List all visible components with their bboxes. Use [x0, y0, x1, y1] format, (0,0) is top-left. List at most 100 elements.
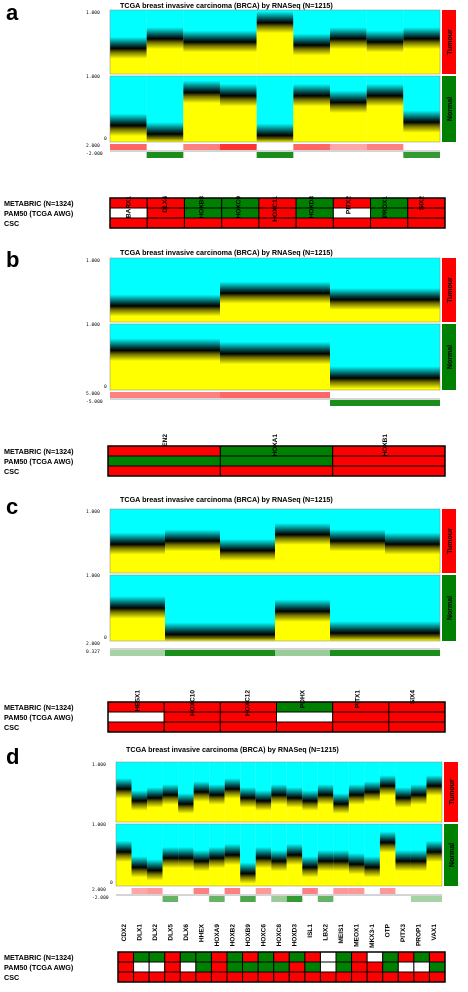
table-cell: [109, 217, 148, 229]
table-cell: [117, 951, 135, 963]
normal-cell: [110, 76, 147, 142]
chart-title: TCGA breast invasive carcinoma (BRCA) by…: [120, 495, 333, 504]
table-cell: [164, 971, 181, 983]
gene-label: DLX2: [152, 924, 159, 941]
table-cell: [242, 951, 259, 963]
table-cell: [221, 217, 260, 229]
table-cell: [179, 971, 197, 983]
table-row-label: PAM50 (TCGA AWG): [4, 713, 74, 722]
tick-label: -5.000: [86, 399, 103, 405]
normal-cell: [131, 824, 148, 886]
tick-label: -2.000: [92, 895, 109, 901]
table-cell: [183, 217, 223, 229]
table-cell: [226, 971, 244, 983]
table-frame: [109, 197, 446, 229]
tumour-cell: [110, 10, 147, 74]
gene-label: HHEX: [198, 923, 205, 942]
tick-label: 1.000: [86, 74, 100, 80]
gene-label: BARX1: [125, 196, 132, 218]
panel-a: [109, 9, 456, 229]
panel-label: d: [6, 744, 19, 769]
table-cell: [413, 951, 430, 963]
table-cell: [388, 701, 446, 713]
table-row-label: CSC: [4, 973, 19, 982]
tumour-frame: [109, 9, 441, 75]
table-cell: [332, 217, 372, 229]
tumour-cell: [364, 762, 380, 822]
diff-bar: [220, 650, 275, 656]
table-row-label: METABRIC (N=1324): [4, 953, 74, 962]
table-cell: [257, 961, 275, 973]
tumour-cell: [256, 10, 294, 74]
panel-label: b: [6, 247, 19, 272]
normal-cell: [271, 824, 287, 886]
normal-cell: [220, 575, 275, 641]
normal-side-label: Normal: [449, 843, 456, 867]
normal-cell: [178, 824, 194, 886]
table-row-label: CSC: [4, 219, 19, 228]
gene-label: HOXC8: [276, 924, 283, 947]
chart-title: TCGA breast invasive carcinoma (BRCA) by…: [126, 745, 339, 754]
tumour-cell: [366, 10, 404, 74]
table-cell: [335, 961, 353, 973]
table-row-label: PAM50 (TCGA AWG): [4, 209, 74, 218]
diff-bar: [131, 888, 148, 894]
table-cell: [226, 961, 244, 973]
normal-cell: [410, 824, 427, 886]
tumour-cell: [220, 10, 257, 74]
table-cell: [146, 217, 185, 229]
table-cell: [335, 951, 353, 963]
gene-label: VAX1: [431, 924, 438, 941]
table-cell: [133, 951, 150, 963]
table-cell: [273, 971, 290, 983]
table-cell: [195, 971, 212, 983]
diff-bar: [110, 144, 147, 150]
table-cell: [388, 721, 446, 733]
normal-frame: [109, 323, 441, 391]
diff-bar: [293, 144, 330, 150]
tumour-cell: [110, 258, 220, 322]
table-cell: [117, 961, 135, 973]
table-cell: [370, 207, 409, 219]
diff-bar: [330, 650, 385, 656]
normal-side-bar: [444, 824, 458, 886]
tick-label: 1.000: [92, 762, 106, 768]
table-cell: [397, 961, 415, 973]
gene-label: CDX2: [121, 924, 128, 942]
tick-label: 1.000: [86, 573, 100, 579]
tick-label: 1.000: [86, 322, 100, 328]
table-row-label: PAM50 (TCGA AWG): [4, 963, 74, 972]
tumour-side-label: Tumour: [447, 29, 454, 55]
normal-cell: [240, 824, 256, 886]
normal-cell: [116, 824, 132, 886]
normal-cell: [395, 824, 411, 886]
tick-label: 2.000: [92, 887, 106, 893]
normal-cell: [317, 824, 334, 886]
table-cell: [388, 711, 446, 723]
tumour-frame: [109, 257, 441, 323]
table-cell: [257, 951, 275, 963]
table-cell: [179, 961, 197, 973]
table-cell: [288, 961, 306, 973]
table-cell: [219, 721, 277, 733]
tumour-cell: [317, 762, 334, 822]
tumour-cell: [286, 762, 303, 822]
tick-label: 5.000: [86, 391, 100, 397]
gene-label: MEIS1: [338, 924, 345, 944]
panel-b: [107, 257, 456, 477]
table-cell: [117, 971, 135, 983]
tumour-cell: [209, 762, 225, 822]
gene-label: HOXB2: [229, 924, 236, 947]
tumour-cell: [395, 762, 411, 822]
panel-label: a: [6, 0, 19, 25]
diff-bar: [317, 896, 334, 902]
gene-label: HOXC9: [235, 196, 242, 219]
table-cell: [219, 465, 334, 477]
tumour-cell: [165, 509, 220, 573]
diff-bar: [110, 392, 220, 398]
tumour-cell: [348, 762, 365, 822]
table-cell: [210, 961, 228, 973]
tumour-side-bar: [442, 258, 456, 322]
table-cell: [351, 961, 368, 973]
gene-label: DLX5: [167, 924, 174, 941]
